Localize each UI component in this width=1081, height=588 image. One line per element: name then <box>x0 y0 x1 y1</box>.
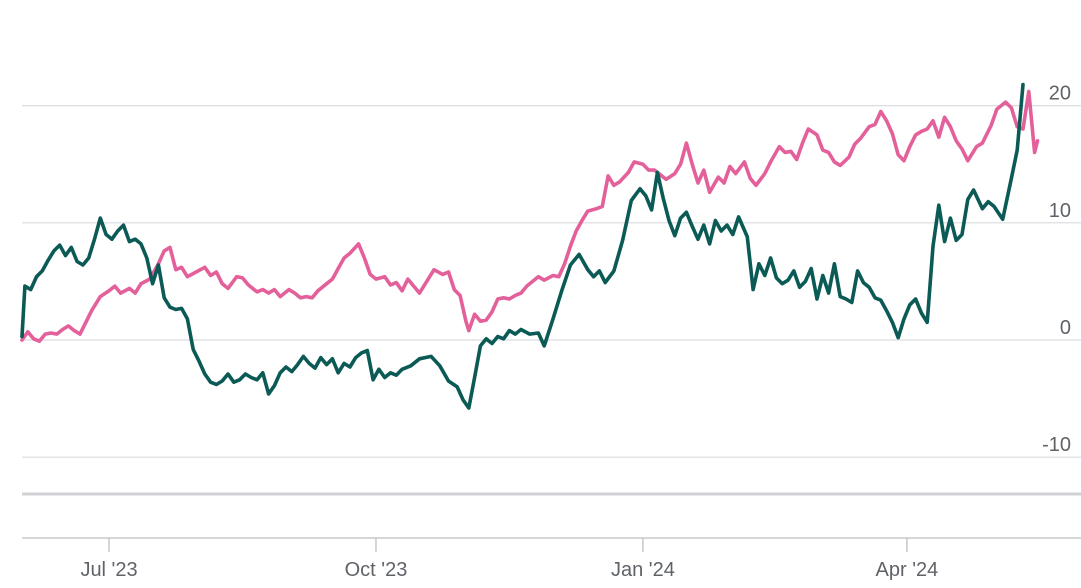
series-line-1 <box>20 89 1040 343</box>
series-line-2 <box>20 82 1025 410</box>
y-tick-label: 0 <box>1060 317 1071 339</box>
x-tick-label: Jan '24 <box>611 559 675 581</box>
y-tick-label: -10 <box>1042 434 1071 456</box>
x-tick-label: Apr '24 <box>876 559 939 581</box>
y-tick-label: 10 <box>1049 200 1071 222</box>
grid-layer <box>22 104 1081 458</box>
x-axis-ticks: Jul '23 Oct '23 Jan '24 Apr '24 <box>80 538 938 581</box>
y-axis-labels: 20 10 0 -10 <box>1042 83 1071 457</box>
series-layer <box>20 82 1040 410</box>
x-tick-label: Oct '23 <box>345 559 408 581</box>
y-tick-label: 20 <box>1049 83 1071 105</box>
x-tick-label: Jul '23 <box>80 559 137 581</box>
